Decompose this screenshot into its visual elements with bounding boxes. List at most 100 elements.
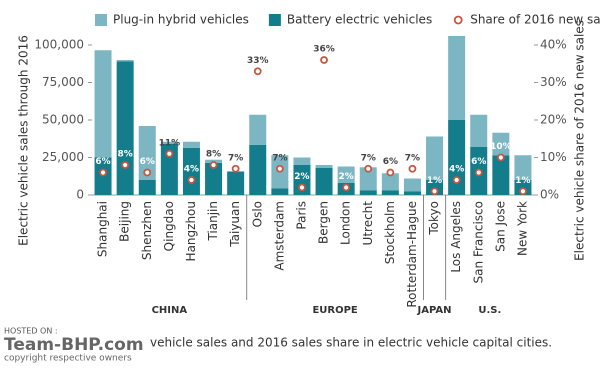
share-label: 6%: [471, 157, 486, 167]
x-tick-label: Taiyuan: [228, 201, 242, 248]
bar: [381, 173, 399, 191]
y2-tick-label: 40%: [540, 38, 567, 52]
y-tick-label: 100,000: [34, 38, 84, 52]
share-label: 8%: [206, 150, 221, 160]
share-point: [143, 168, 152, 177]
bar: [470, 114, 488, 147]
x-tick-label: Hangzhou: [184, 201, 198, 261]
bar: [492, 155, 510, 195]
share-label: 2%: [339, 172, 354, 182]
share-label: 11%: [159, 138, 181, 148]
x-tick-label: Tokyo: [427, 201, 441, 236]
share-point: [408, 164, 417, 173]
bar: [116, 60, 134, 62]
share-point: [231, 164, 240, 173]
legend-label: Plug-in hybrid vehicles: [113, 13, 249, 27]
y-tick-label: 25,000: [42, 150, 84, 164]
bar: [205, 162, 223, 195]
x-tick-label: Stockholm: [383, 201, 397, 264]
bar: [448, 120, 466, 195]
bar: [315, 168, 333, 195]
watermark-copyright: copyright respective owners: [4, 354, 132, 364]
share-label: 7%: [361, 153, 376, 163]
bar: [182, 147, 200, 195]
share-point: [342, 183, 351, 192]
caption: vehicle sales and 2016 sales share in el…: [150, 336, 552, 350]
y2-tick-label: 30%: [540, 75, 567, 89]
share-label: 4%: [184, 165, 199, 175]
bar: [381, 190, 399, 195]
bar: [403, 191, 421, 195]
watermark-hosted: HOSTED ON :: [4, 327, 58, 336]
share-label: 2%: [294, 172, 309, 182]
x-tick-label: Rotterdam-Hague: [405, 201, 419, 308]
bar: [492, 132, 510, 156]
x-tick-label: New York: [515, 201, 529, 256]
x-tick-label: San Jose: [493, 201, 507, 252]
bar: [293, 157, 311, 165]
share-point: [275, 164, 284, 173]
share-point: [386, 168, 395, 177]
bar: [426, 136, 444, 180]
y-tick-label: 50,000: [42, 113, 84, 127]
y2-tick-label: 10%: [540, 150, 567, 164]
legend-swatch: [268, 14, 281, 26]
legend-label: Battery electric vehicles: [287, 13, 432, 27]
x-tick-label: Qingdao: [162, 201, 176, 251]
share-label: 36%: [313, 45, 335, 55]
x-tick-label: London: [339, 201, 353, 245]
x-tick-label: Paris: [294, 201, 308, 230]
group-label: CHINA: [152, 305, 188, 316]
y-tick-label: 0: [76, 188, 84, 202]
group-label: U.S.: [478, 305, 501, 316]
bar: [182, 141, 200, 148]
share-label: 8%: [118, 150, 133, 160]
share-point: [496, 153, 505, 162]
share-point: [364, 164, 373, 173]
bar: [359, 167, 377, 191]
y-tick-label: 75,000: [42, 75, 84, 89]
share-label: 6%: [383, 157, 398, 167]
share-label: 7%: [272, 153, 287, 163]
share-point: [519, 187, 527, 196]
bar: [315, 165, 333, 168]
y2-tick-label: 0%: [540, 188, 559, 202]
bar: [116, 61, 134, 195]
x-tick-label: Shenzhen: [140, 201, 154, 260]
share-point: [430, 187, 439, 196]
share-point: [452, 176, 461, 184]
bar: [403, 178, 421, 192]
share-point: [187, 176, 196, 184]
bar: [271, 188, 289, 195]
group-label: EUROPE: [312, 305, 357, 316]
bar: [160, 144, 178, 195]
share-label: 10%: [490, 142, 512, 152]
legend-label: Share of 2016 new sales: [470, 13, 600, 27]
group-label: JAPAN: [417, 305, 452, 316]
x-tick-label: Oslo: [250, 201, 264, 227]
bar: [138, 180, 156, 195]
share-label: 6%: [95, 157, 110, 167]
x-tick-label: Utrecht: [361, 201, 375, 246]
share-label: 4%: [449, 165, 464, 175]
x-tick-label: Beijing: [118, 201, 132, 242]
share-label: 1%: [515, 176, 530, 186]
share-point: [99, 168, 107, 177]
bar: [337, 166, 355, 183]
share-point: [253, 67, 262, 76]
bar: [249, 144, 267, 195]
share-label: 6%: [140, 157, 155, 167]
bar: [448, 36, 466, 120]
watermark-site: Team-BHP.com: [4, 335, 144, 355]
share-point: [320, 56, 328, 64]
bar: [359, 190, 377, 195]
bar: [514, 155, 532, 180]
share-point: [298, 183, 306, 192]
x-tick-label: Los Angeles: [449, 201, 463, 273]
share-point: [474, 168, 483, 177]
legend-swatch: [95, 14, 107, 26]
bar: [160, 141, 178, 144]
share-point: [165, 149, 174, 158]
bar: [227, 171, 245, 195]
share-label: 1%: [427, 176, 442, 186]
